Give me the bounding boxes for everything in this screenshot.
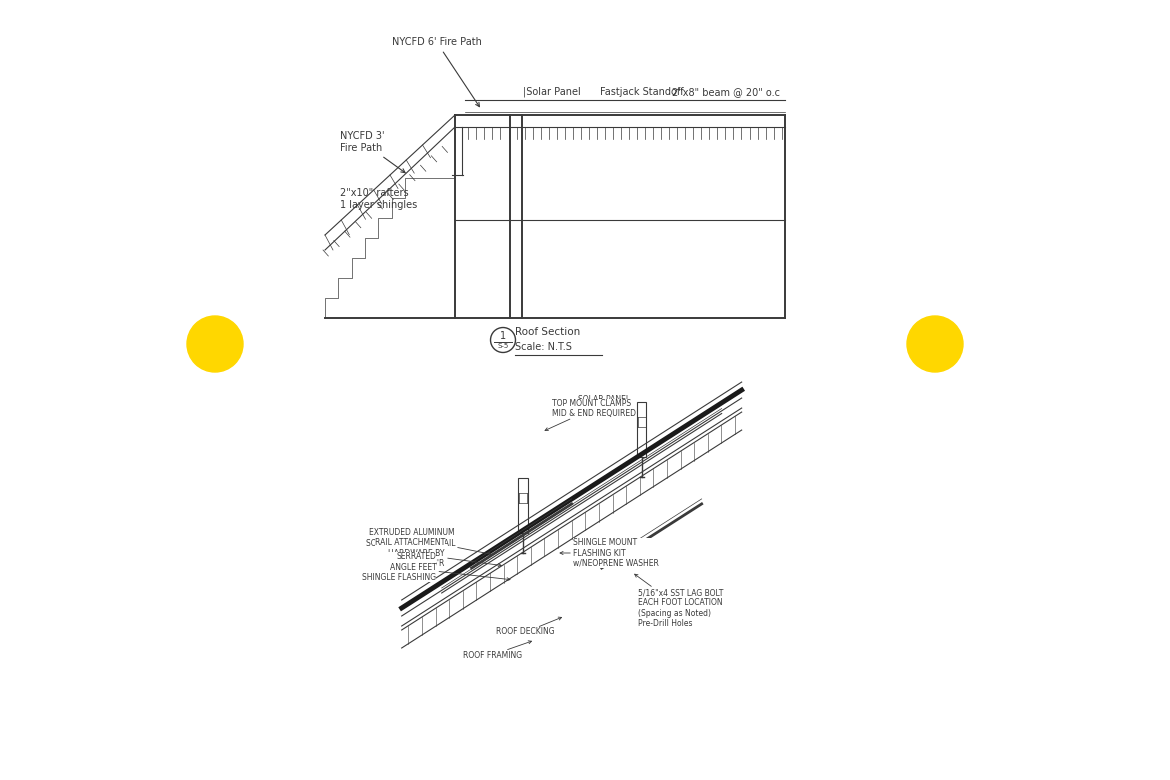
Text: Scale: N.T.S: Scale: N.T.S xyxy=(515,342,572,352)
Text: SERRATED
ANGLE FEET
SHINGLE FLASHING: SERRATED ANGLE FEET SHINGLE FLASHING xyxy=(363,552,510,582)
Text: NYCFD 6' Fire Path: NYCFD 6' Fire Path xyxy=(392,37,482,107)
Text: ROOF FRAMING: ROOF FRAMING xyxy=(462,641,531,660)
Bar xyxy=(636,402,646,457)
Text: 5/16"x4 SST LAG BOLT
EACH FOOT LOCATION
(Spacing as Noted)
Pre-Drill Holes: 5/16"x4 SST LAG BOLT EACH FOOT LOCATION … xyxy=(634,574,724,628)
Circle shape xyxy=(907,316,963,372)
Circle shape xyxy=(187,316,243,372)
Text: SOLAR PANEL: SOLAR PANEL xyxy=(578,395,631,414)
Text: Fastjack Standoff: Fastjack Standoff xyxy=(600,87,683,97)
Text: NYCFD 3'
Fire Path: NYCFD 3' Fire Path xyxy=(340,131,405,172)
Text: 1: 1 xyxy=(500,331,507,341)
Text: Roof Section: Roof Section xyxy=(515,327,580,337)
Text: ROOF DECKING: ROOF DECKING xyxy=(496,617,562,636)
Text: S-5: S-5 xyxy=(497,343,509,349)
Text: 2"x8" beam @ 20" o.c: 2"x8" beam @ 20" o.c xyxy=(672,87,779,97)
Text: 2"x10" rafters
1 layer shingles: 2"x10" rafters 1 layer shingles xyxy=(340,188,418,210)
Text: |Solar Panel: |Solar Panel xyxy=(523,87,580,97)
Bar xyxy=(518,478,528,534)
Text: SHINGLE MOUNT
FLASHING KIT
w/NEOPRENE WASHER: SHINGLE MOUNT FLASHING KIT w/NEOPRENE WA… xyxy=(560,538,659,568)
Text: EXTRUDED ALUMINUM
SOLAR MOUNTING RAIL: EXTRUDED ALUMINUM SOLAR MOUNTING RAIL xyxy=(365,528,491,555)
Text: TOP MOUNT CLAMPS
MID & END REQUIRED: TOP MOUNT CLAMPS MID & END REQUIRED xyxy=(545,399,635,431)
Text: RAIL ATTACHMENT
HARDWARE BY
MFG'R: RAIL ATTACHMENT HARDWARE BY MFG'R xyxy=(374,538,501,568)
